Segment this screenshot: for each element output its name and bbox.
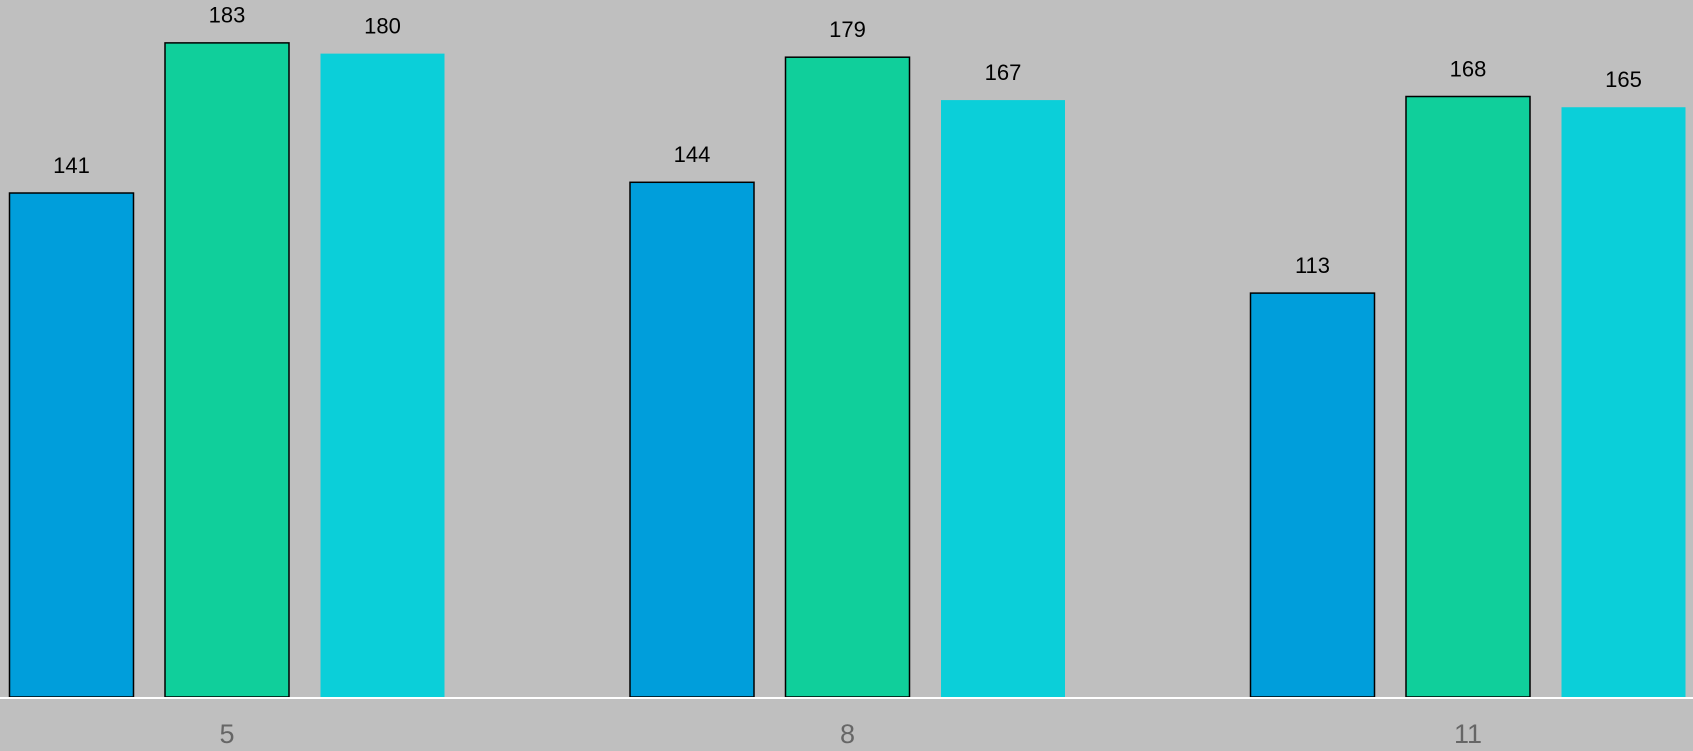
bar — [164, 42, 290, 698]
data-label: 179 — [829, 17, 866, 42]
bar — [320, 53, 445, 698]
data-label: 141 — [53, 153, 90, 178]
data-label: 167 — [985, 60, 1022, 85]
bar — [8, 192, 135, 698]
data-label: 183 — [209, 3, 246, 28]
x-tick-label: 11 — [1454, 719, 1482, 749]
bar — [1405, 95, 1531, 698]
bar — [1249, 292, 1376, 698]
bar — [784, 56, 911, 698]
data-label: 144 — [674, 142, 711, 167]
bar — [941, 100, 1065, 698]
data-label: 168 — [1450, 56, 1487, 81]
x-tick-label: 5 — [219, 719, 234, 749]
data-label: 113 — [1295, 253, 1330, 278]
bar — [1561, 107, 1686, 697]
data-label: 180 — [364, 13, 401, 38]
data-label: 165 — [1605, 67, 1642, 92]
bar — [629, 181, 755, 698]
x-tick-label: 8 — [840, 719, 855, 749]
